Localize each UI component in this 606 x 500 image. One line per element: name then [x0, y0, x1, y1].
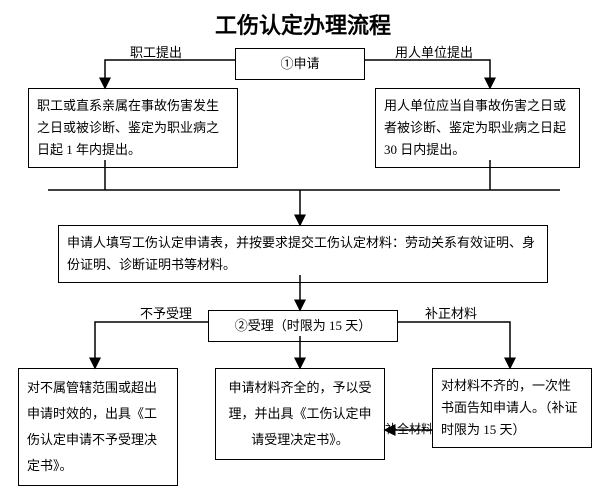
accept-box: 申请材料齐全的，予以受理，并出具《工伤认定申请受理决定书》。 [215, 368, 385, 460]
step2-box: ②受理（时限为 15 天） [208, 310, 398, 342]
step1-label: ①申请 [280, 56, 319, 71]
employer-path-label: 用人单位提出 [395, 42, 473, 61]
reject-label: 不予受理 [140, 303, 192, 322]
step2-label: ②受理（时限为 15 天） [235, 318, 372, 333]
employer-box: 用人单位应当自事故伤害之日或者被诊断、鉴定为职业病之日起 30 日内提出。 [375, 88, 580, 168]
supplement-label: 补正材料 [425, 303, 477, 322]
step1-box: ①申请 [235, 48, 365, 80]
page-title: 工伤认定办理流程 [0, 8, 606, 40]
employee-box: 职工或直系亲属在事故伤害发生之日或被诊断、鉴定为职业病之日起 1 年内提出。 [28, 88, 238, 168]
supplement-arrow-label: 补全材料 [385, 420, 433, 437]
employee-path-label: 职工提出 [130, 42, 182, 61]
reject-box: 对不属管辖范围或超出申请时效的，出具《工伤认定申请不予受理决定书》。 [18, 368, 178, 486]
supplement-box: 对材料不齐的，一次性书面告知申请人。（补证时限为 15 天） [432, 368, 592, 448]
materials-box: 申请人填写工伤认定申请表，并按要求提交工伤认定材料：劳动关系有效证明、身份证明、… [58, 225, 548, 283]
